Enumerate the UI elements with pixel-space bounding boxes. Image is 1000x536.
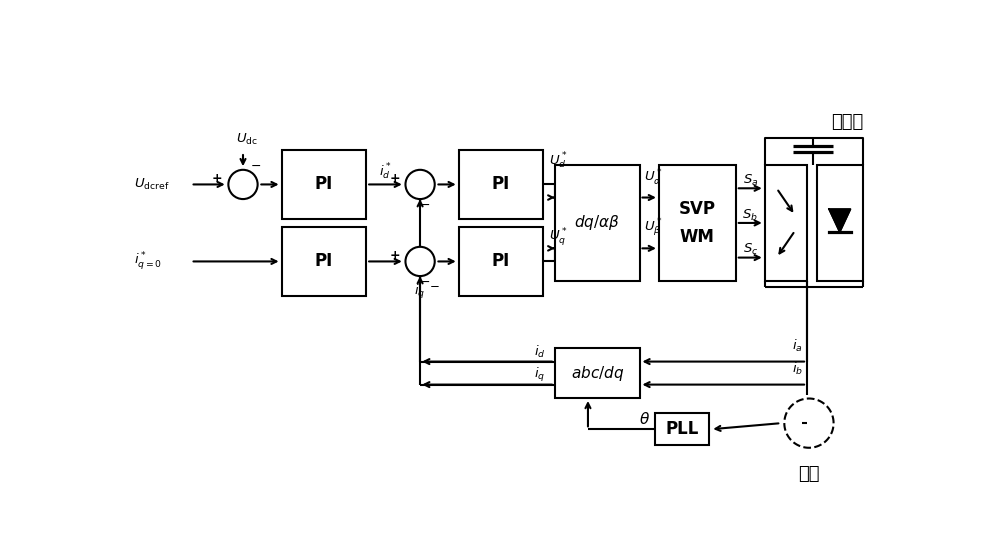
Text: $i_b$: $i_b$	[792, 361, 803, 377]
Bar	[555, 348, 640, 398]
Text: PI: PI	[315, 175, 333, 193]
Text: $-$: $-$	[419, 198, 430, 211]
Text: PI: PI	[492, 175, 510, 193]
Text: $-$: $-$	[429, 278, 440, 291]
Text: $i_d^*$: $i_d^*$	[379, 162, 392, 182]
Bar	[765, 165, 807, 281]
Bar	[817, 165, 863, 281]
Bar	[555, 165, 640, 281]
Text: $abc/dq$: $abc/dq$	[571, 363, 624, 383]
Text: $S_c$: $S_c$	[743, 242, 758, 257]
Text: $\theta$: $\theta$	[639, 411, 650, 427]
Bar	[282, 150, 366, 219]
Bar	[459, 150, 543, 219]
Text: PI: PI	[315, 252, 333, 271]
Text: $i_a$: $i_a$	[792, 338, 803, 354]
Text: +: +	[212, 172, 222, 185]
Text: SVP: SVP	[679, 200, 716, 218]
Text: 直流侧: 直流侧	[831, 113, 864, 131]
Circle shape	[405, 170, 435, 199]
Bar	[659, 165, 736, 281]
Text: PI: PI	[492, 252, 510, 271]
Text: +: +	[389, 172, 400, 185]
Circle shape	[228, 170, 258, 199]
Text: $U_q^*$: $U_q^*$	[549, 226, 568, 248]
Circle shape	[405, 247, 435, 276]
Text: WM: WM	[680, 228, 715, 246]
Text: $U_\alpha^*$: $U_\alpha^*$	[644, 168, 663, 188]
Text: $dq/\alpha\beta$: $dq/\alpha\beta$	[574, 213, 620, 233]
Text: $U_d^*$: $U_d^*$	[549, 151, 568, 172]
Text: PLL: PLL	[665, 420, 699, 438]
Text: $S_a$: $S_a$	[743, 173, 758, 188]
Bar	[282, 227, 366, 296]
Bar	[459, 227, 543, 296]
Text: $i_q$: $i_q$	[534, 367, 546, 384]
Text: $-$: $-$	[419, 275, 430, 288]
Text: 电网: 电网	[798, 465, 820, 483]
Text: $-$: $-$	[250, 159, 261, 172]
Text: $S_b$: $S_b$	[742, 207, 758, 223]
Text: $U_\mathrm{dc}$: $U_\mathrm{dc}$	[236, 132, 258, 147]
Text: $U_\mathrm{dcref}$: $U_\mathrm{dcref}$	[134, 177, 169, 192]
Text: +: +	[389, 249, 400, 262]
Bar	[655, 413, 709, 445]
Text: $U_\beta^*$: $U_\beta^*$	[644, 217, 663, 239]
Text: $i_d$: $i_d$	[534, 344, 546, 360]
Polygon shape	[829, 209, 851, 232]
Text: $i_{q=0}^*$: $i_{q=0}^*$	[134, 250, 162, 272]
Text: $i_q$: $i_q$	[414, 283, 426, 301]
